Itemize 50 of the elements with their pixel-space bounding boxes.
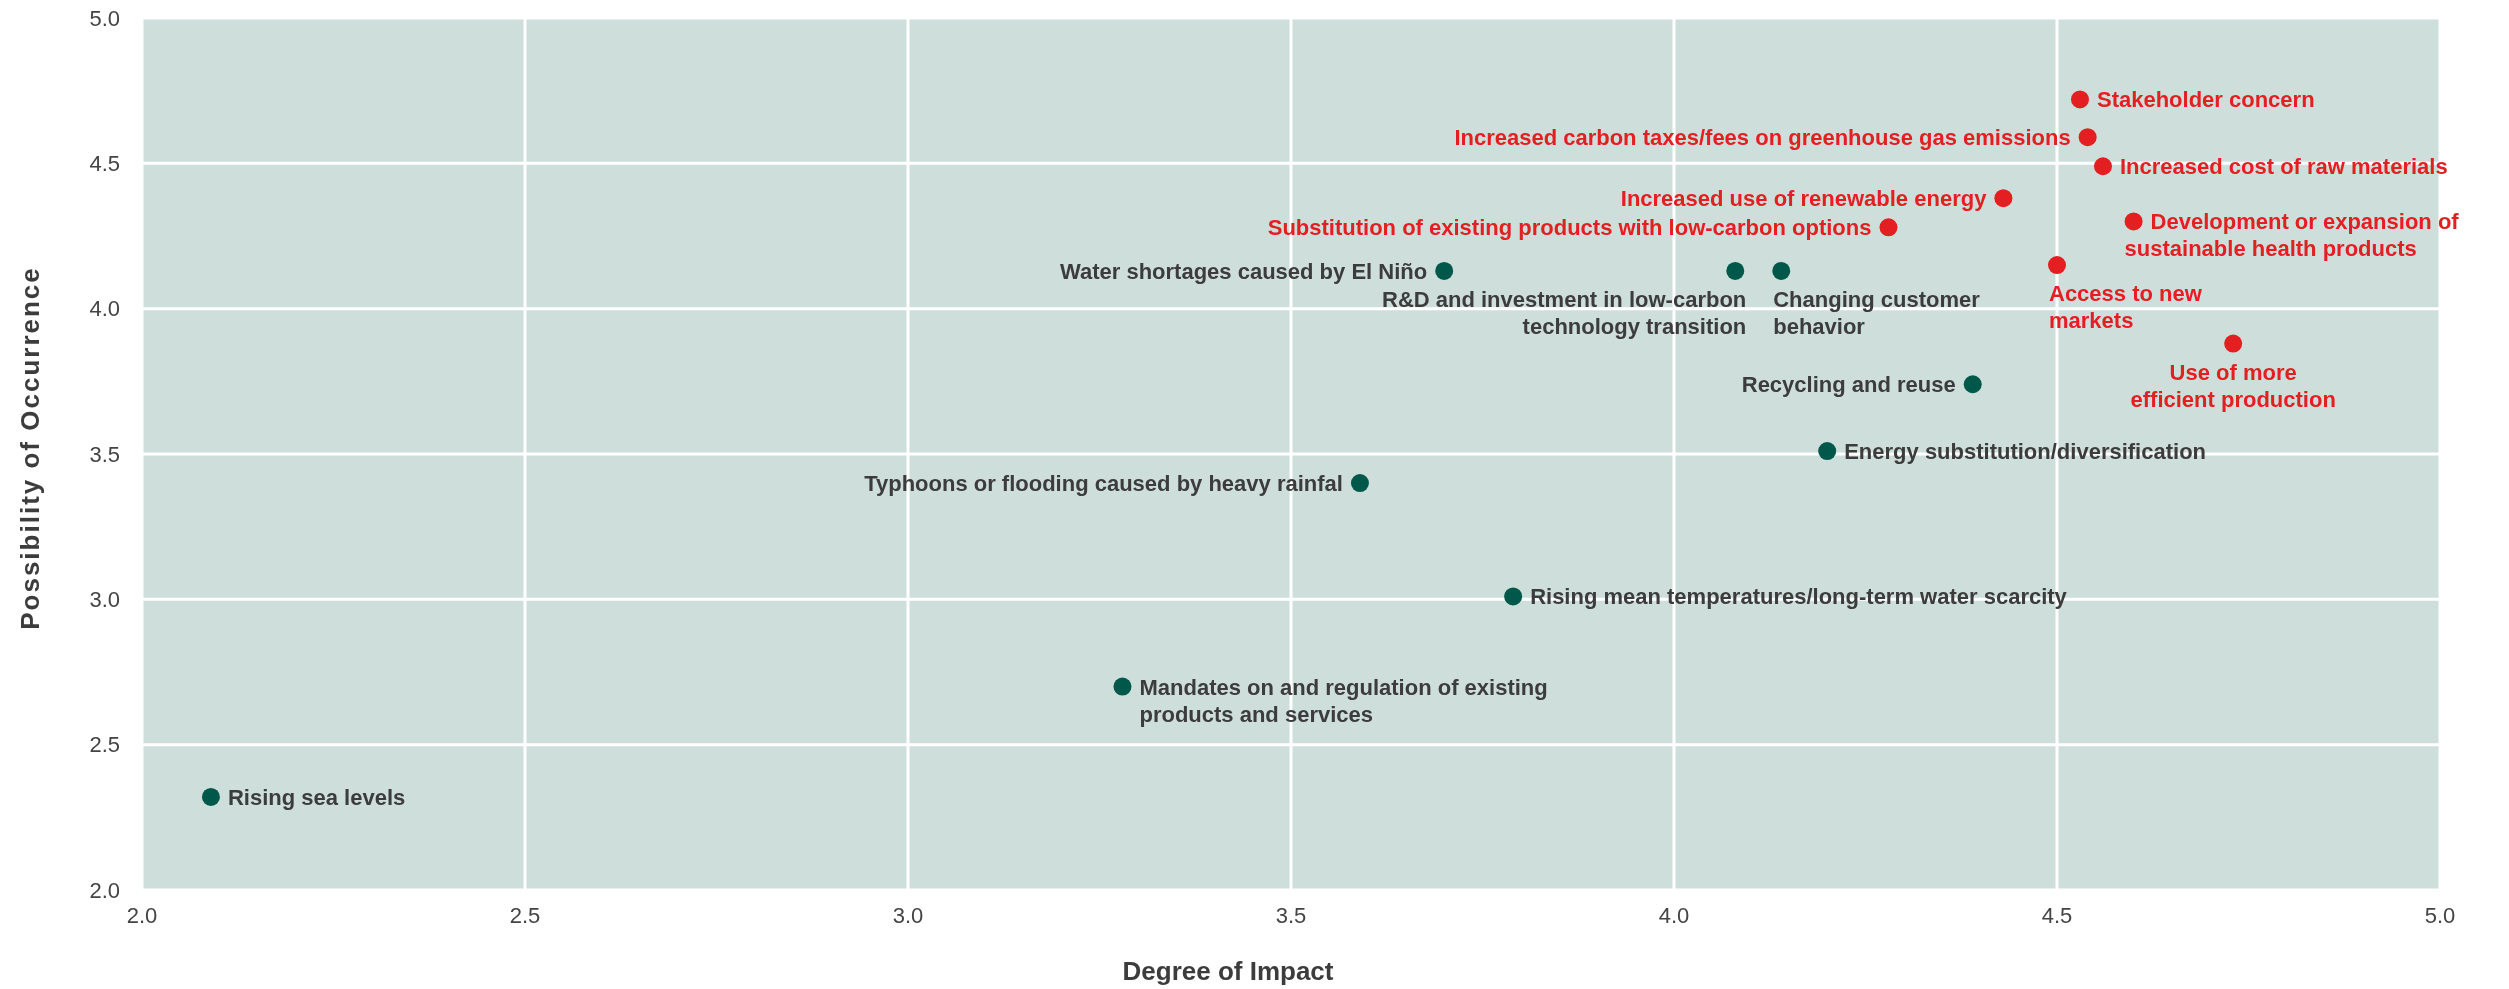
annotation: Substitution of existing products with low-carbon options xyxy=(1267,214,1872,240)
y-axis-title: Possibility of Occurrence xyxy=(15,266,45,630)
point xyxy=(1435,261,1454,280)
point xyxy=(1879,218,1898,237)
x-tick-label: 4.0 xyxy=(1658,902,1690,928)
point xyxy=(1772,261,1791,280)
x-tick-label: 4.5 xyxy=(2041,902,2073,928)
annotation: Recycling and reuse xyxy=(1741,371,1956,397)
annotation: Typhoons or flooding caused by heavy rainfal xyxy=(864,470,1343,496)
point xyxy=(1818,442,1837,461)
annotation: Use of more efficient production xyxy=(2130,359,2336,412)
point xyxy=(2078,128,2097,147)
point xyxy=(1350,474,1369,493)
y-tick-label: 3.5 xyxy=(89,441,120,467)
point xyxy=(2093,157,2112,176)
y-tick-label: 3.0 xyxy=(89,587,120,613)
annotation: Stakeholder concern xyxy=(2096,86,2315,112)
point xyxy=(2124,212,2143,231)
y-tick-label: 4.0 xyxy=(89,296,120,322)
annotation: Increased cost of raw materials xyxy=(2119,153,2448,179)
point xyxy=(1504,587,1523,606)
annotation: R&D and investment in low-carbon technology transition xyxy=(1382,286,1747,339)
annotation: Increased carbon taxes/fees on greenhouse gas emissions xyxy=(1454,124,2071,150)
annotation: Water shortages caused by El Niño xyxy=(1060,258,1428,284)
x-tick-label: 2.0 xyxy=(126,902,158,928)
y-tick-label: 4.5 xyxy=(89,151,120,177)
x-tick-label: 5.0 xyxy=(2424,902,2456,928)
annotation: Changing customer behavior xyxy=(1773,286,1981,339)
y-tick-label: 2.0 xyxy=(89,877,120,903)
annotation: Development or expansion of sustainable health products xyxy=(2124,208,2460,261)
annotation: Rising mean temperatures/long-term water scarcity xyxy=(1530,583,2068,609)
point xyxy=(2070,90,2089,109)
annotation: Rising sea levels xyxy=(227,784,406,810)
point xyxy=(2048,256,2066,275)
point xyxy=(1726,261,1745,280)
point xyxy=(1994,189,2013,208)
x-tick-label: 2.5 xyxy=(509,902,541,928)
y-tick-label: 2.5 xyxy=(89,732,120,758)
x-axis-title: Degree of Impact xyxy=(1122,956,1334,986)
point xyxy=(1113,677,1132,696)
point xyxy=(201,787,220,806)
x-tick-label: 3.5 xyxy=(1275,902,1307,928)
point xyxy=(1963,375,1982,394)
x-tick-label: 3.0 xyxy=(892,902,924,928)
annotation: Mandates on and regulation of existing products and services xyxy=(1139,674,1548,727)
point xyxy=(2224,334,2243,353)
y-tick-label: 5.0 xyxy=(89,5,120,31)
annotation: Access to new markets xyxy=(2049,280,2203,333)
annotation: Energy substitution/diversification xyxy=(1844,438,2207,464)
annotation: Increased use of renewable energy xyxy=(1620,185,1988,211)
